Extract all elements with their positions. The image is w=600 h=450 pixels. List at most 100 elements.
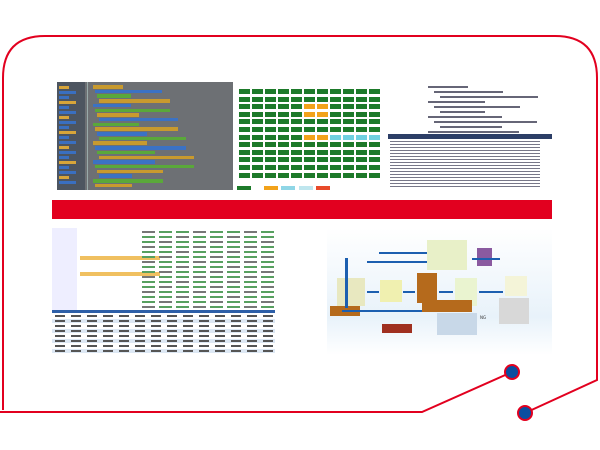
status-cell <box>304 127 315 132</box>
status-cell <box>343 172 354 178</box>
cell-text <box>55 335 65 337</box>
status-cell <box>278 142 289 148</box>
status-cell <box>239 165 250 170</box>
status-cell <box>304 134 315 140</box>
status-cell <box>291 157 302 163</box>
cell-text <box>159 276 172 278</box>
status-cell <box>369 89 380 94</box>
cell-text <box>193 231 206 233</box>
cell-text <box>183 335 193 337</box>
cell-text <box>244 306 257 308</box>
status-cell <box>239 142 250 148</box>
status-cell <box>278 104 289 110</box>
cell-text <box>227 296 240 298</box>
cell-text <box>210 256 223 258</box>
code-line <box>428 101 485 103</box>
cell-text <box>199 345 209 347</box>
cell-text <box>142 276 155 278</box>
highlight <box>80 256 160 260</box>
row-headers <box>52 228 77 310</box>
status-cell <box>343 165 354 170</box>
status-cell <box>343 104 354 110</box>
log-line <box>390 153 540 155</box>
cell-text <box>142 281 155 283</box>
cell-text <box>135 315 145 317</box>
cell-text <box>210 261 223 263</box>
status-cell <box>265 157 276 163</box>
status-cell <box>252 111 263 117</box>
status-cell <box>265 172 276 178</box>
cell-text <box>176 296 189 298</box>
cell-text <box>247 325 257 327</box>
status-cell <box>330 104 341 110</box>
status-cell <box>317 119 328 125</box>
cell-text <box>227 286 240 288</box>
status-cell <box>330 165 341 170</box>
connector-dot <box>504 364 520 380</box>
cell-text <box>199 350 209 352</box>
status-cell <box>265 127 276 132</box>
cell-text <box>244 236 257 238</box>
status-cell <box>291 119 302 125</box>
flow-arrow <box>345 258 348 308</box>
cell-text <box>176 276 189 278</box>
table-row <box>52 339 275 343</box>
cell-text <box>159 296 172 298</box>
cell-text <box>244 251 257 253</box>
cell-text <box>193 251 206 253</box>
code-line <box>434 106 520 108</box>
status-cell <box>356 111 367 117</box>
status-cell <box>317 89 328 94</box>
cell-text <box>244 231 257 233</box>
table-header <box>52 310 275 313</box>
cell-text <box>193 286 206 288</box>
block <box>59 156 69 159</box>
cell-text <box>167 345 177 347</box>
legend-swatch <box>281 186 295 190</box>
cell-text <box>244 291 257 293</box>
cell-text <box>71 315 81 317</box>
status-cell <box>265 134 276 140</box>
status-cell <box>343 127 354 132</box>
status-cell <box>304 172 315 178</box>
log-line <box>390 162 540 164</box>
cell-text <box>142 291 155 293</box>
cell-text <box>119 340 129 342</box>
cell-text <box>151 335 161 337</box>
status-cell <box>265 165 276 170</box>
cell-text <box>71 340 81 342</box>
cell-text <box>261 231 274 233</box>
status-cell <box>330 127 341 132</box>
cell-text <box>231 330 241 332</box>
status-cell <box>265 104 276 110</box>
cell-text <box>227 236 240 238</box>
block <box>97 113 139 117</box>
status-cell <box>317 165 328 170</box>
block <box>93 160 155 164</box>
status-cell <box>356 172 367 178</box>
cell-text <box>183 330 193 332</box>
cell-text <box>151 320 161 322</box>
cell-text <box>263 315 273 317</box>
cell-text <box>193 271 206 273</box>
status-cell <box>356 149 367 155</box>
log-line <box>390 147 540 149</box>
status-cell <box>317 142 328 148</box>
cell-text <box>183 315 193 317</box>
block <box>59 181 76 184</box>
cell-text <box>193 261 206 263</box>
status-cell <box>304 119 315 125</box>
cell-text <box>176 256 189 258</box>
code-line <box>440 126 502 128</box>
cell-text <box>87 325 97 327</box>
block <box>93 103 131 108</box>
cell-text <box>227 261 240 263</box>
flow-node <box>437 313 477 335</box>
output-header <box>388 134 552 139</box>
ng-label: NG <box>480 315 487 320</box>
status-cell <box>369 134 380 140</box>
flow-arrow <box>479 291 503 293</box>
status-cell <box>291 142 302 148</box>
cell-text <box>210 291 223 293</box>
status-cell <box>304 104 315 110</box>
